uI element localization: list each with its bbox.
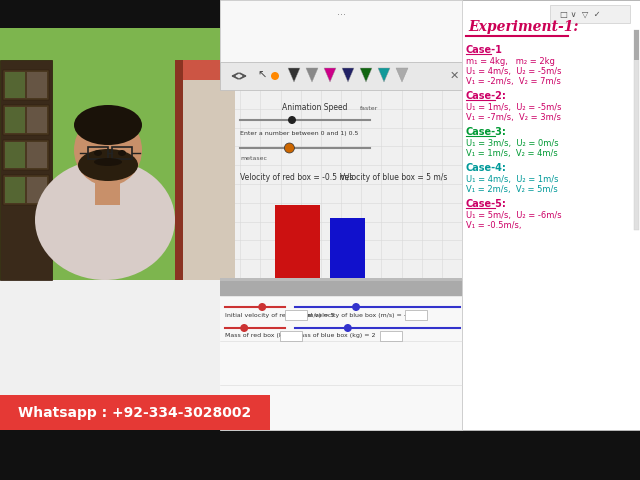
- Text: m₁ = 4kg,   m₂ = 2kg: m₁ = 4kg, m₂ = 2kg: [466, 57, 555, 66]
- Text: Velocity of blue box = 5 m/s: Velocity of blue box = 5 m/s: [340, 173, 447, 182]
- Text: U₁ = 1m/s,  U₂ = -5m/s: U₁ = 1m/s, U₂ = -5m/s: [466, 103, 561, 112]
- Text: ...: ...: [337, 7, 346, 17]
- Text: U₁ = 4m/s,  U₂ = -5m/s: U₁ = 4m/s, U₂ = -5m/s: [466, 67, 561, 76]
- Bar: [0, 395, 270, 430]
- Bar: [95, 175, 120, 205]
- Ellipse shape: [94, 158, 122, 166]
- Bar: [3, 140, 49, 170]
- Circle shape: [288, 116, 296, 124]
- Polygon shape: [396, 68, 408, 82]
- Bar: [634, 30, 639, 60]
- Bar: [0, 430, 640, 480]
- Bar: [220, 278, 462, 296]
- Bar: [27, 107, 47, 133]
- Bar: [0, 280, 220, 395]
- FancyBboxPatch shape: [280, 331, 302, 341]
- Text: Whatsapp : +92-334-3028002: Whatsapp : +92-334-3028002: [19, 406, 252, 420]
- Text: Case-2:: Case-2:: [466, 91, 507, 101]
- Bar: [5, 177, 25, 203]
- Text: ✕: ✕: [449, 71, 459, 81]
- Ellipse shape: [118, 150, 126, 156]
- Bar: [27, 142, 47, 168]
- Bar: [175, 60, 183, 280]
- Bar: [5, 107, 25, 133]
- Text: U₁ = 4m/s,  U₂ = 1m/s: U₁ = 4m/s, U₂ = 1m/s: [466, 175, 559, 184]
- Bar: [112, 147, 132, 159]
- Ellipse shape: [78, 149, 138, 181]
- FancyBboxPatch shape: [380, 331, 402, 341]
- Text: Velocity of red box = -0.5 m/s: Velocity of red box = -0.5 m/s: [240, 173, 353, 182]
- Polygon shape: [342, 68, 354, 82]
- FancyBboxPatch shape: [405, 310, 427, 320]
- Circle shape: [240, 324, 248, 332]
- Circle shape: [271, 72, 279, 80]
- Bar: [275, 205, 320, 278]
- Text: U₁ = 5m/s,  U₂ = -6m/s: U₁ = 5m/s, U₂ = -6m/s: [466, 211, 562, 220]
- Bar: [5, 142, 25, 168]
- Polygon shape: [360, 68, 372, 82]
- Bar: [0, 28, 220, 280]
- Text: Mass of blue box (kg) = 2: Mass of blue box (kg) = 2: [295, 334, 376, 338]
- Text: Case-4:: Case-4:: [466, 163, 507, 173]
- Text: Animation Speed: Animation Speed: [282, 104, 348, 112]
- Ellipse shape: [74, 114, 142, 186]
- Bar: [3, 175, 49, 205]
- Circle shape: [284, 143, 294, 153]
- Bar: [5, 72, 25, 98]
- Bar: [0, 60, 52, 280]
- Bar: [3, 70, 49, 100]
- Bar: [3, 105, 49, 135]
- Text: metasec: metasec: [240, 156, 267, 160]
- Text: V₁ = 1m/s,  V₂ = 4m/s: V₁ = 1m/s, V₂ = 4m/s: [466, 149, 557, 158]
- Bar: [220, 62, 462, 90]
- Text: □ ∨  ▽  ✓: □ ∨ ▽ ✓: [560, 10, 600, 19]
- Polygon shape: [306, 68, 318, 82]
- Bar: [462, 0, 640, 430]
- Text: Initial velocity of blue box (m/s) = -8: Initial velocity of blue box (m/s) = -8: [295, 312, 410, 317]
- Bar: [330, 218, 365, 278]
- FancyBboxPatch shape: [285, 310, 307, 320]
- Text: Case-5:: Case-5:: [466, 199, 507, 209]
- Text: U₁ = 3m/s,  U₂ = 0m/s: U₁ = 3m/s, U₂ = 0m/s: [466, 139, 559, 148]
- Bar: [27, 72, 47, 98]
- Text: faster: faster: [360, 106, 378, 110]
- Bar: [220, 278, 462, 281]
- Ellipse shape: [94, 150, 102, 156]
- Text: Mass of red box (kg) = 4: Mass of red box (kg) = 4: [225, 334, 302, 338]
- Text: V₁ = 2m/s,  V₂ = 5m/s: V₁ = 2m/s, V₂ = 5m/s: [466, 185, 557, 194]
- Bar: [0, 0, 640, 28]
- Bar: [220, 0, 462, 430]
- Bar: [220, 296, 462, 430]
- Polygon shape: [378, 68, 390, 82]
- Text: Experiment-1:: Experiment-1:: [468, 20, 579, 34]
- Ellipse shape: [74, 105, 142, 145]
- Circle shape: [258, 303, 266, 311]
- Text: V₁ = -7m/s,  V₂ = 3m/s: V₁ = -7m/s, V₂ = 3m/s: [466, 113, 561, 122]
- Text: ↖: ↖: [257, 71, 267, 81]
- Text: V₁ = -2m/s,  V₂ = 7m/s: V₁ = -2m/s, V₂ = 7m/s: [466, 77, 561, 86]
- Polygon shape: [324, 68, 336, 82]
- Text: Case-1: Case-1: [466, 45, 503, 55]
- Bar: [220, 0, 462, 62]
- Text: Initial velocity of red box (m/s) = 5: Initial velocity of red box (m/s) = 5: [225, 312, 334, 317]
- Circle shape: [344, 324, 352, 332]
- Circle shape: [352, 303, 360, 311]
- Bar: [27, 177, 47, 203]
- Ellipse shape: [35, 160, 175, 280]
- Bar: [634, 30, 639, 230]
- Text: Enter a number between 0 and 1) 0.5: Enter a number between 0 and 1) 0.5: [240, 131, 358, 135]
- Bar: [550, 5, 630, 23]
- Bar: [175, 60, 220, 280]
- Text: Case-3:: Case-3:: [466, 127, 507, 137]
- Bar: [183, 80, 235, 280]
- Bar: [88, 147, 108, 159]
- Polygon shape: [288, 68, 300, 82]
- Text: V₁ = -0.5m/s,: V₁ = -0.5m/s,: [466, 221, 522, 230]
